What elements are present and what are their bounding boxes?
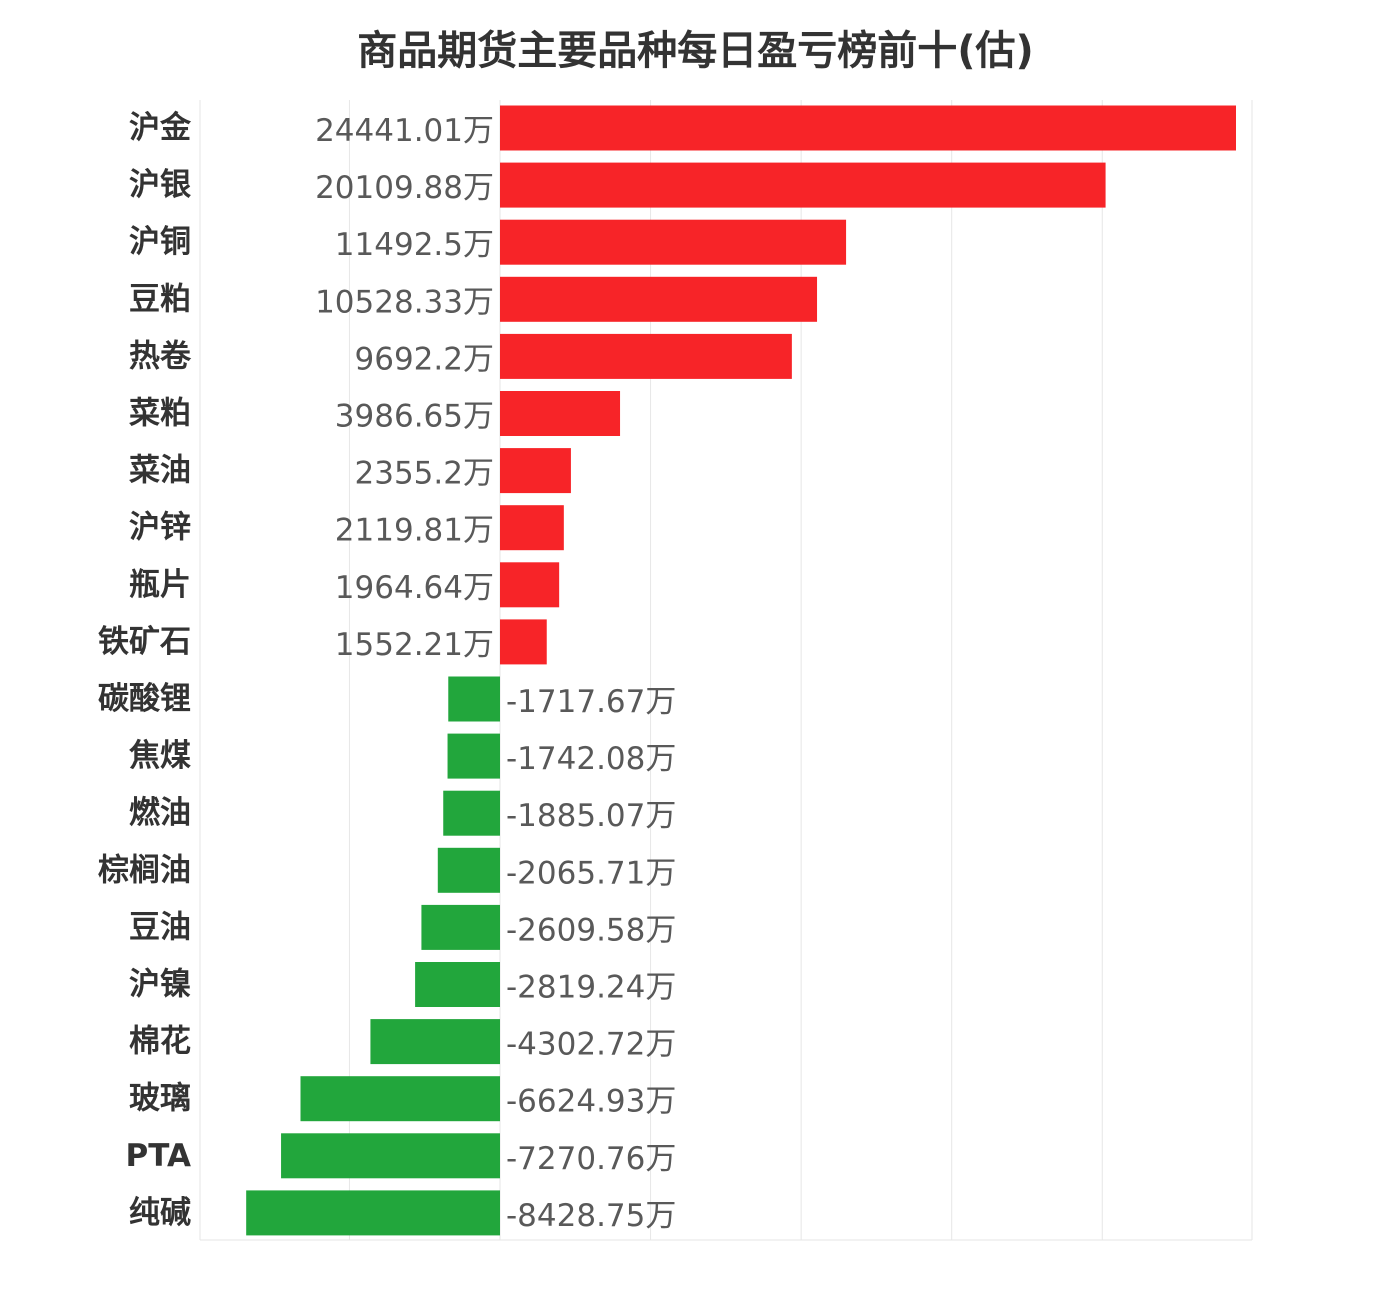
- value-label: 20109.88万: [315, 170, 494, 206]
- value-label: 3986.65万: [335, 399, 494, 435]
- value-label: -8428.75万: [506, 1198, 676, 1234]
- bar: [500, 562, 560, 608]
- bar: [500, 505, 564, 551]
- bar: [443, 790, 500, 836]
- bar: [500, 619, 547, 665]
- category-label: 沪锌: [129, 510, 191, 546]
- category-label: 豆粕: [129, 281, 191, 317]
- value-label: 10528.33万: [315, 284, 494, 320]
- value-label: 11492.5万: [335, 227, 494, 263]
- value-label: 2119.81万: [335, 513, 494, 549]
- bar: [415, 962, 500, 1007]
- bar: [500, 333, 792, 379]
- category-label: 棕榈油: [98, 852, 191, 888]
- value-label: -7270.76万: [506, 1141, 676, 1177]
- value-label: -2065.71万: [506, 855, 676, 891]
- value-label: 2355.2万: [355, 456, 494, 492]
- bar: [500, 448, 571, 494]
- bars-layer: [246, 105, 1236, 1236]
- bar: [500, 276, 818, 322]
- category-label: 瓶片: [129, 567, 191, 603]
- bar: [437, 847, 500, 893]
- category-label: 热卷: [129, 338, 192, 374]
- category-label: 铁矿石: [98, 624, 191, 660]
- chart-title: 商品期货主要品种每日盈亏榜前十(估): [357, 28, 1034, 74]
- bar: [246, 1190, 500, 1236]
- bar: [500, 162, 1106, 208]
- category-label: 菜粕: [129, 396, 191, 432]
- category-label: 沪镍: [129, 967, 191, 1003]
- grid-layer: [199, 100, 1253, 1241]
- value-label: -1717.67万: [506, 684, 676, 720]
- category-label: 玻璃: [129, 1081, 191, 1117]
- value-label: -4302.72万: [506, 1027, 676, 1063]
- category-label: 沪铜: [129, 224, 191, 260]
- bar: [500, 219, 847, 265]
- category-label: 棉花: [129, 1024, 191, 1060]
- value-label: -2609.58万: [506, 912, 676, 948]
- category-label: 纯碱: [129, 1195, 191, 1231]
- value-label: 9692.2万: [355, 341, 494, 377]
- value-label: -1885.07万: [506, 798, 676, 834]
- value-label: 24441.01万: [315, 113, 494, 149]
- bar: [500, 105, 1236, 151]
- category-label: 燃油: [129, 795, 191, 831]
- value-label: 1552.21万: [335, 627, 494, 663]
- value-label: -2819.24万: [506, 970, 676, 1006]
- bar: [370, 1019, 500, 1065]
- bar: [447, 733, 500, 779]
- bar: [448, 676, 500, 722]
- value-label: 1964.64万: [335, 570, 494, 606]
- bar: [500, 391, 621, 436]
- category-label: PTA: [126, 1138, 191, 1174]
- category-label: 焦煤: [129, 738, 191, 774]
- bar: [281, 1133, 500, 1179]
- category-label: 沪银: [129, 167, 191, 203]
- bar: [421, 904, 500, 950]
- category-label: 碳酸锂: [98, 681, 191, 717]
- bar: [300, 1076, 500, 1122]
- value-label: -1742.08万: [506, 741, 676, 777]
- value-label: -6624.93万: [506, 1084, 676, 1120]
- category-label: 豆油: [129, 909, 191, 945]
- category-label: 菜油: [129, 453, 191, 489]
- category-label: 沪金: [129, 110, 192, 146]
